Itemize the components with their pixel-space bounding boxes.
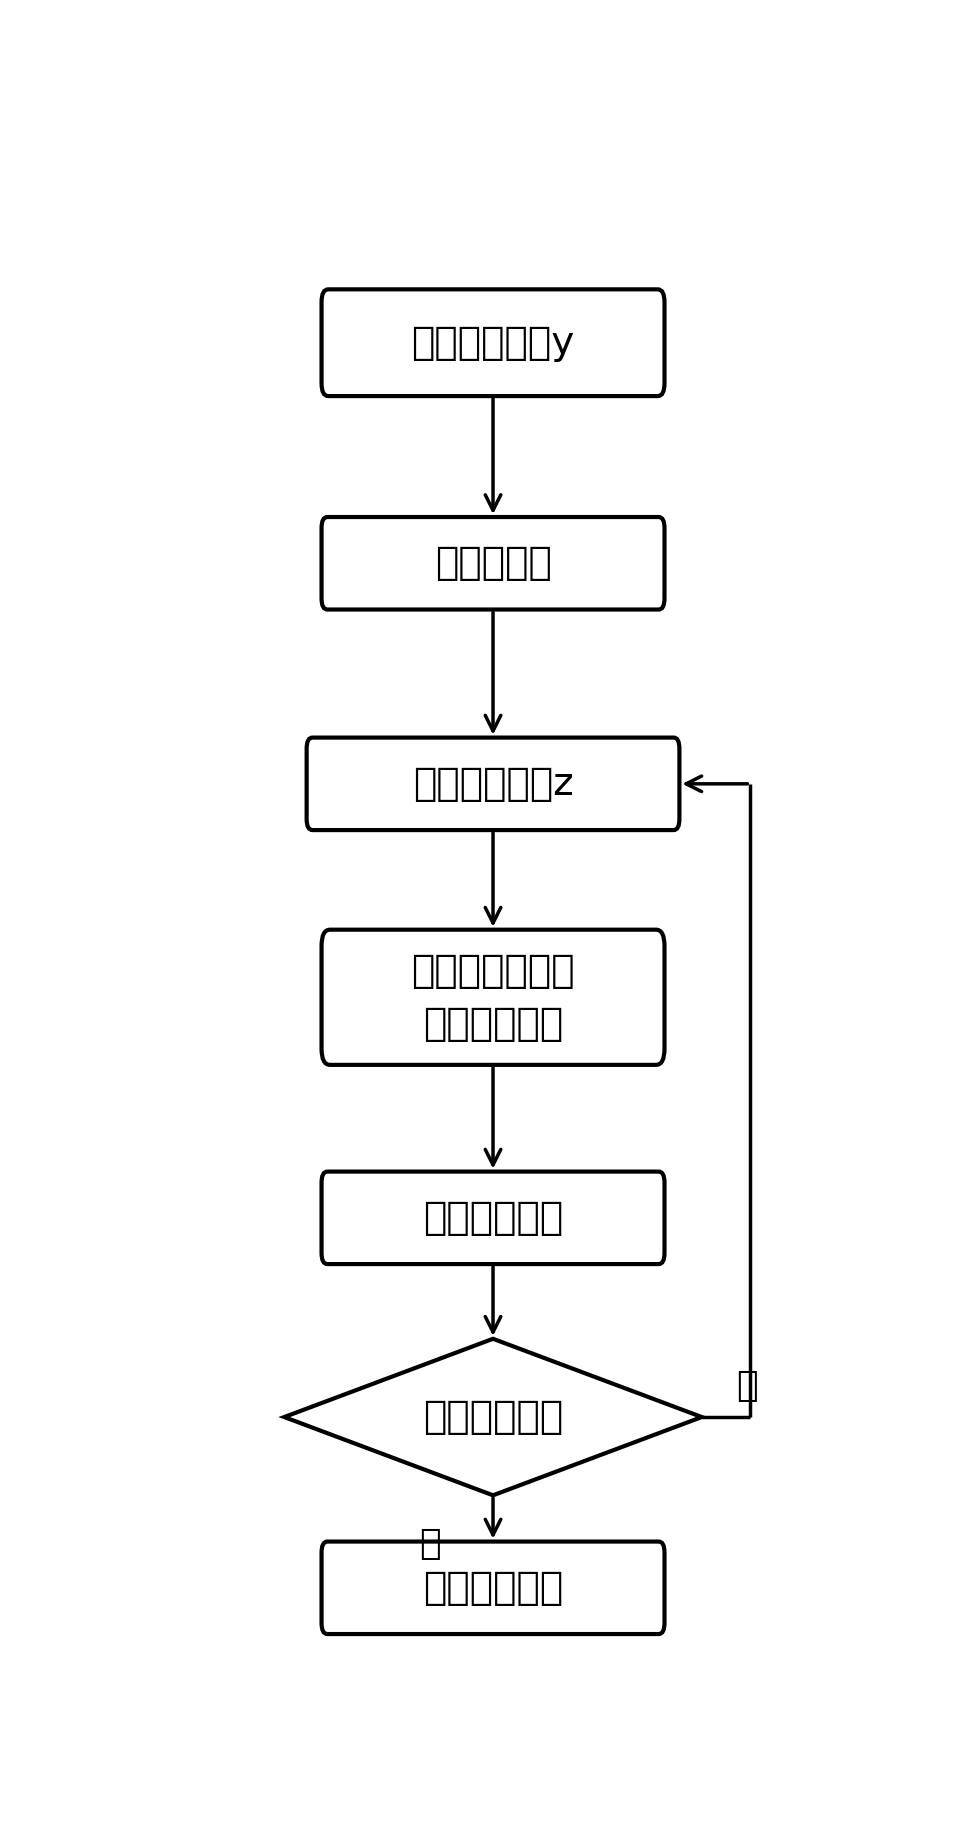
- Text: 参数初始化: 参数初始化: [434, 545, 551, 582]
- Text: 输出校正数据: 输出校正数据: [423, 1569, 562, 1606]
- FancyBboxPatch shape: [307, 737, 678, 830]
- Text: 计算拟合误差，
确定基线区间: 计算拟合误差， 确定基线区间: [410, 952, 575, 1042]
- FancyBboxPatch shape: [321, 1541, 664, 1634]
- Text: 计算拟合基线z: 计算拟合基线z: [412, 765, 573, 802]
- FancyBboxPatch shape: [321, 1172, 664, 1264]
- Text: 是: 是: [418, 1526, 440, 1562]
- Text: 更新权重系数: 更新权重系数: [423, 1199, 562, 1236]
- FancyBboxPatch shape: [321, 517, 664, 610]
- Text: 否: 否: [735, 1369, 756, 1403]
- FancyBboxPatch shape: [321, 930, 664, 1064]
- Text: 原始分析数据y: 原始分析数据y: [411, 323, 574, 362]
- FancyBboxPatch shape: [321, 290, 664, 395]
- Text: 判断终止条件: 判断终止条件: [423, 1399, 562, 1436]
- Polygon shape: [284, 1338, 702, 1495]
